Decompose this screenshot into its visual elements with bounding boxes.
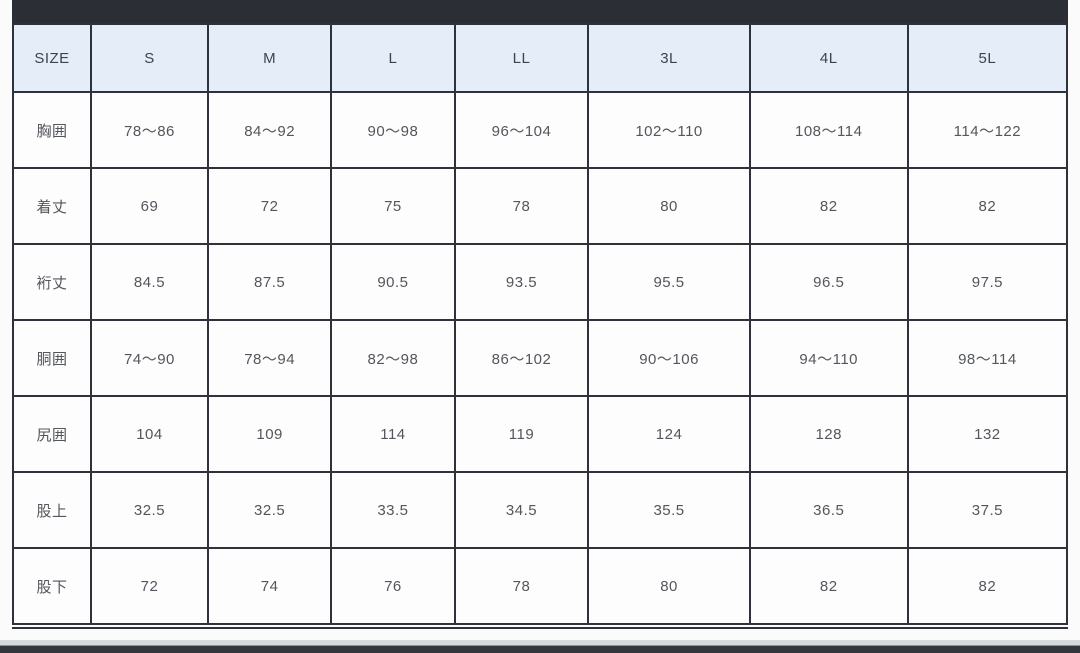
cell: 72 [89, 547, 209, 625]
column-header-m: M [206, 23, 333, 93]
row-label: 股上 [12, 471, 92, 549]
column-header-ll: LL [453, 23, 590, 93]
cell: 78〜94 [206, 319, 333, 397]
table-row: 股上 32.5 32.5 33.5 34.5 35.5 36.5 37.5 [12, 471, 1069, 549]
size-chart-container: SIZE S M L LL 3L 4L 5L 胸囲 78〜86 84〜92 90〜98… [12, 0, 1069, 629]
cell: 132 [906, 395, 1069, 473]
cell: 124 [587, 395, 751, 473]
table-row: 股下 72 74 76 78 80 82 82 [12, 547, 1069, 625]
row-label: 裄丈 [12, 243, 92, 321]
top-dark-bar [12, 0, 1068, 23]
cell: 32.5 [89, 471, 209, 549]
cell: 76 [330, 547, 456, 625]
column-header-l: L [330, 23, 456, 93]
cell: 86〜102 [453, 319, 590, 397]
cell: 72 [206, 167, 333, 245]
size-chart-table: SIZE S M L LL 3L 4L 5L 胸囲 78〜86 84〜92 90〜98… [12, 23, 1069, 625]
cell: 119 [453, 395, 590, 473]
cell: 34.5 [453, 471, 590, 549]
row-label: 胸囲 [12, 91, 92, 169]
cell: 96.5 [748, 243, 909, 321]
row-label: 着丈 [12, 167, 92, 245]
cell: 37.5 [906, 471, 1069, 549]
table-row: 胴囲 74〜90 78〜94 82〜98 86〜102 90〜106 94〜110 98〜11… [12, 319, 1069, 397]
header-row: SIZE S M L LL 3L 4L 5L [12, 23, 1069, 93]
column-header-s: S [89, 23, 209, 93]
cell: 104 [89, 395, 209, 473]
cell: 96〜104 [453, 91, 590, 169]
cell: 69 [89, 167, 209, 245]
column-header-5l: 5L [906, 23, 1069, 93]
table-row: 裄丈 84.5 87.5 90.5 93.5 95.5 96.5 97.5 [12, 243, 1069, 321]
cell: 90.5 [330, 243, 456, 321]
table-body: 胸囲 78〜86 84〜92 90〜98 96〜104 102〜110 108〜114 114… [12, 91, 1069, 625]
cell: 97.5 [906, 243, 1069, 321]
cell: 87.5 [206, 243, 333, 321]
cell: 84〜92 [206, 91, 333, 169]
cell: 98〜114 [906, 319, 1069, 397]
cell: 78 [453, 547, 590, 625]
cell: 35.5 [587, 471, 751, 549]
column-header-3l: 3L [587, 23, 751, 93]
table-row: 尻囲 104 109 114 119 124 128 132 [12, 395, 1069, 473]
row-label: 尻囲 [12, 395, 92, 473]
bottom-gray-strip [0, 640, 1080, 645]
cell: 82 [906, 547, 1069, 625]
cell: 108〜114 [748, 91, 909, 169]
cell: 114 [330, 395, 456, 473]
cell: 84.5 [89, 243, 209, 321]
cell: 82 [748, 547, 909, 625]
cell: 109 [206, 395, 333, 473]
table-row: 着丈 69 72 75 78 80 82 82 [12, 167, 1069, 245]
cell: 78〜86 [89, 91, 209, 169]
cell: 75 [330, 167, 456, 245]
cell: 82〜98 [330, 319, 456, 397]
cell: 74〜90 [89, 319, 209, 397]
cell: 90〜98 [330, 91, 456, 169]
column-header-size: SIZE [12, 23, 92, 93]
column-header-4l: 4L [748, 23, 909, 93]
cell: 80 [587, 167, 751, 245]
table-row: 胸囲 78〜86 84〜92 90〜98 96〜104 102〜110 108〜114 114… [12, 91, 1069, 169]
cell: 32.5 [206, 471, 333, 549]
cell: 82 [906, 167, 1069, 245]
cell: 74 [206, 547, 333, 625]
cell: 93.5 [453, 243, 590, 321]
bottom-dark-bar [0, 645, 1080, 653]
cell: 80 [587, 547, 751, 625]
table-bottom-double-border [12, 627, 1068, 629]
row-label: 胴囲 [12, 319, 92, 397]
cell: 95.5 [587, 243, 751, 321]
cell: 128 [748, 395, 909, 473]
cell: 78 [453, 167, 590, 245]
cell: 36.5 [748, 471, 909, 549]
cell: 102〜110 [587, 91, 751, 169]
cell: 114〜122 [906, 91, 1069, 169]
cell: 94〜110 [748, 319, 909, 397]
cell: 90〜106 [587, 319, 751, 397]
row-label: 股下 [12, 547, 92, 625]
cell: 82 [748, 167, 909, 245]
cell: 33.5 [330, 471, 456, 549]
